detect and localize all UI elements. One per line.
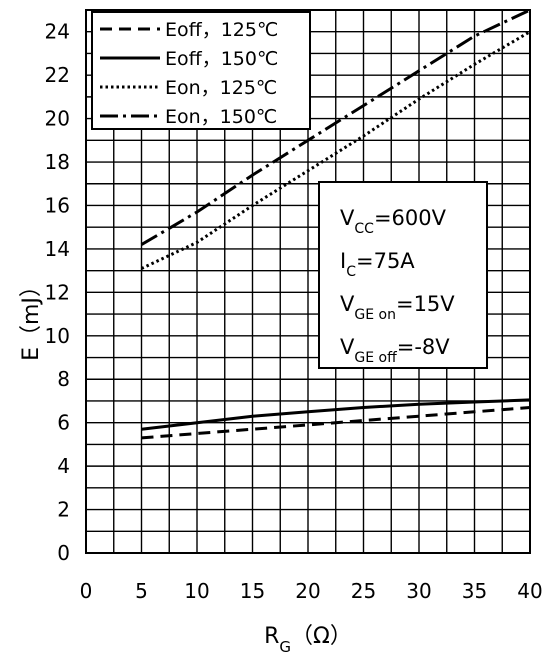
condition-vcc-value: =600V — [374, 206, 447, 230]
condition-vge-off: VGE off=-8V — [340, 335, 450, 366]
condition-vge-on-main: V — [340, 292, 355, 316]
x-axis-label: RG（Ω） — [264, 624, 352, 656]
condition-ic-main: I — [340, 249, 346, 273]
condition-vcc-main: V — [340, 206, 355, 230]
y-tick-label: 16 — [45, 193, 70, 217]
series-line-2 — [140, 30, 530, 270]
x-tick-label: 0 — [80, 579, 93, 603]
condition-ic-sub: C — [346, 264, 356, 280]
condition-vge-off-main: V — [340, 335, 355, 359]
y-tick-label: 2 — [57, 498, 70, 522]
condition-vge-off-value: =-8V — [397, 335, 451, 359]
condition-vge-on-sub: GE on — [354, 307, 396, 323]
x-tick-label: 30 — [406, 579, 431, 603]
legend-box — [91, 11, 311, 130]
legend-label-0: Eoff，125℃ — [165, 19, 278, 41]
y-tick-label: 20 — [45, 107, 70, 131]
plot-border — [85, 9, 531, 554]
x-tick-label: 35 — [462, 579, 487, 603]
y-tick-label: 0 — [57, 541, 70, 565]
conditions-frame — [318, 181, 488, 369]
x-axis-label-unit: （Ω） — [291, 624, 352, 649]
x-tick-label: 15 — [240, 579, 265, 603]
y-tick-label: 22 — [45, 63, 70, 87]
x-tick-label: 5 — [135, 579, 148, 603]
condition-vge-off-sub: GE off — [354, 350, 397, 366]
condition-ic: IC=75A — [340, 249, 415, 280]
x-axis-label-main: R — [264, 624, 279, 649]
x-tick-label: 40 — [517, 579, 542, 603]
y-tick-label: 24 — [45, 20, 70, 44]
x-tick-labels: 0 5 10 15 20 25 30 35 40 — [80, 579, 543, 603]
y-tick-label: 10 — [45, 324, 70, 348]
legend: Eoff，125℃ Eoff，150℃ Eon，125℃ Eon，150℃ — [91, 11, 311, 130]
test-conditions-box: VCC=600V IC=75A VGE on=15V VGE off=-8V — [318, 181, 488, 369]
legend-items: Eoff，125℃ Eoff，150℃ Eon，125℃ Eon，150℃ — [100, 19, 278, 128]
condition-ic-value: =75A — [356, 249, 415, 273]
y-tick-label: 14 — [45, 237, 70, 261]
legend-label-1: Eoff，150℃ — [165, 48, 278, 70]
x-tick-label: 10 — [184, 579, 209, 603]
y-tick-label: 8 — [57, 367, 70, 391]
y-tick-label: 18 — [45, 150, 70, 174]
y-axis-label: E（mJ） — [19, 275, 44, 361]
series-line-3 — [140, 10, 530, 246]
x-tick-label: 25 — [351, 579, 376, 603]
series-line-1 — [141, 398, 530, 431]
y-tick-label: 6 — [57, 411, 70, 435]
series-layer — [140, 10, 530, 440]
legend-label-3: Eon，150℃ — [165, 106, 277, 128]
x-axis-label-sub: G — [279, 638, 291, 656]
y-tick-label: 4 — [57, 454, 70, 478]
x-tick-label: 20 — [295, 579, 320, 603]
condition-vge-on: VGE on=15V — [340, 292, 455, 323]
y-tick-label: 12 — [45, 280, 70, 304]
condition-vcc: VCC=600V — [340, 206, 447, 237]
series-line-0 — [141, 406, 530, 440]
condition-vge-on-value: =15V — [396, 292, 455, 316]
legend-label-2: Eon，125℃ — [165, 77, 277, 99]
condition-vcc-sub: CC — [354, 221, 374, 237]
